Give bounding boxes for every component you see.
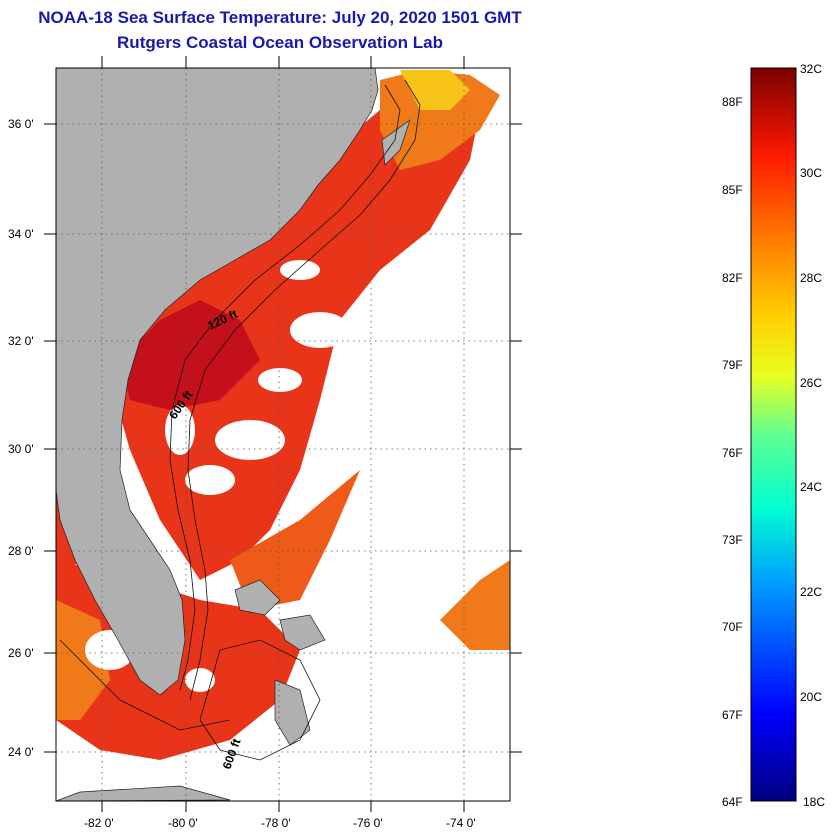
lat-label: 26 0'	[8, 646, 34, 660]
colorbar-fahrenheit-label: 70F	[722, 620, 743, 634]
axis-ticks	[44, 56, 522, 812]
colorbar-celsius-label: 26C	[800, 376, 822, 390]
latitude-labels: 36 0' 34 0' 32 0' 30 0' 28 0' 26 0' 24 0…	[8, 117, 34, 759]
colorbar-fahrenheit-label: 64F	[722, 795, 743, 809]
graticule	[56, 68, 510, 801]
map-title: NOAA-18 Sea Surface Temperature: July 20…	[38, 8, 522, 27]
outer-banks	[381, 119, 411, 166]
land-mass	[56, 68, 411, 801]
isobath-florida-straits	[59, 639, 231, 731]
andros-island	[274, 679, 311, 746]
colorbar-celsius-label: 20C	[800, 690, 822, 704]
lat-label: 30 0'	[8, 442, 34, 456]
isobath-120ft	[169, 84, 401, 691]
colorbar-fahrenheit-label: 73F	[722, 533, 743, 547]
lat-label: 36 0'	[8, 117, 34, 131]
lon-label: -74 0'	[446, 816, 476, 830]
colorbar-celsius-label: 32C	[800, 62, 822, 76]
map-frame	[55, 67, 511, 802]
lat-label: 32 0'	[8, 334, 34, 348]
colorbar-fahrenheit-label: 79F	[722, 358, 743, 372]
isobath-contours	[59, 79, 421, 761]
colorbar-fahrenheit-label: 85F	[722, 183, 743, 197]
map-panel: 120 ft 600 ft 600 ft	[56, 68, 510, 801]
colorbar-fahrenheit-label: 82F	[722, 271, 743, 285]
colorbar-celsius-label: 22C	[800, 585, 822, 599]
cuba-coast	[56, 785, 231, 801]
lat-label: 34 0'	[8, 227, 34, 241]
colorbar-fahrenheit-label: 88F	[722, 95, 743, 109]
lon-label: -76 0'	[353, 816, 383, 830]
map-subtitle: Rutgers Coastal Ocean Observation Lab	[117, 33, 443, 52]
lon-label: -82 0'	[84, 816, 114, 830]
colorbar-fahrenheit-label: 76F	[722, 446, 743, 460]
colorbar-gradient	[750, 67, 797, 802]
us-east-coast-landmass	[56, 68, 379, 696]
isobath-bahamas	[199, 639, 321, 761]
lat-label: 24 0'	[8, 745, 34, 759]
colorbar-fahrenheit-label: 67F	[722, 708, 743, 722]
lon-label: -78 0'	[261, 816, 291, 830]
colorbar-celsius-label: 18C	[803, 795, 825, 809]
grand-bahama	[234, 579, 281, 616]
colorbar-celsius-label: 30C	[800, 166, 822, 180]
lon-label: -80 0'	[168, 816, 198, 830]
colorbar-celsius-label: 28C	[800, 271, 822, 285]
longitude-labels: -82 0' -80 0' -78 0' -76 0' -74 0'	[84, 816, 476, 830]
isobath-600ft	[187, 79, 421, 701]
temperature-colorbar: 32C 30C 28C 26C 24C 22C 20C 18C 88F 85F …	[722, 62, 825, 809]
lat-label: 28 0'	[8, 544, 34, 558]
abaco-island	[279, 614, 326, 651]
colorbar-celsius-label: 24C	[800, 480, 822, 494]
